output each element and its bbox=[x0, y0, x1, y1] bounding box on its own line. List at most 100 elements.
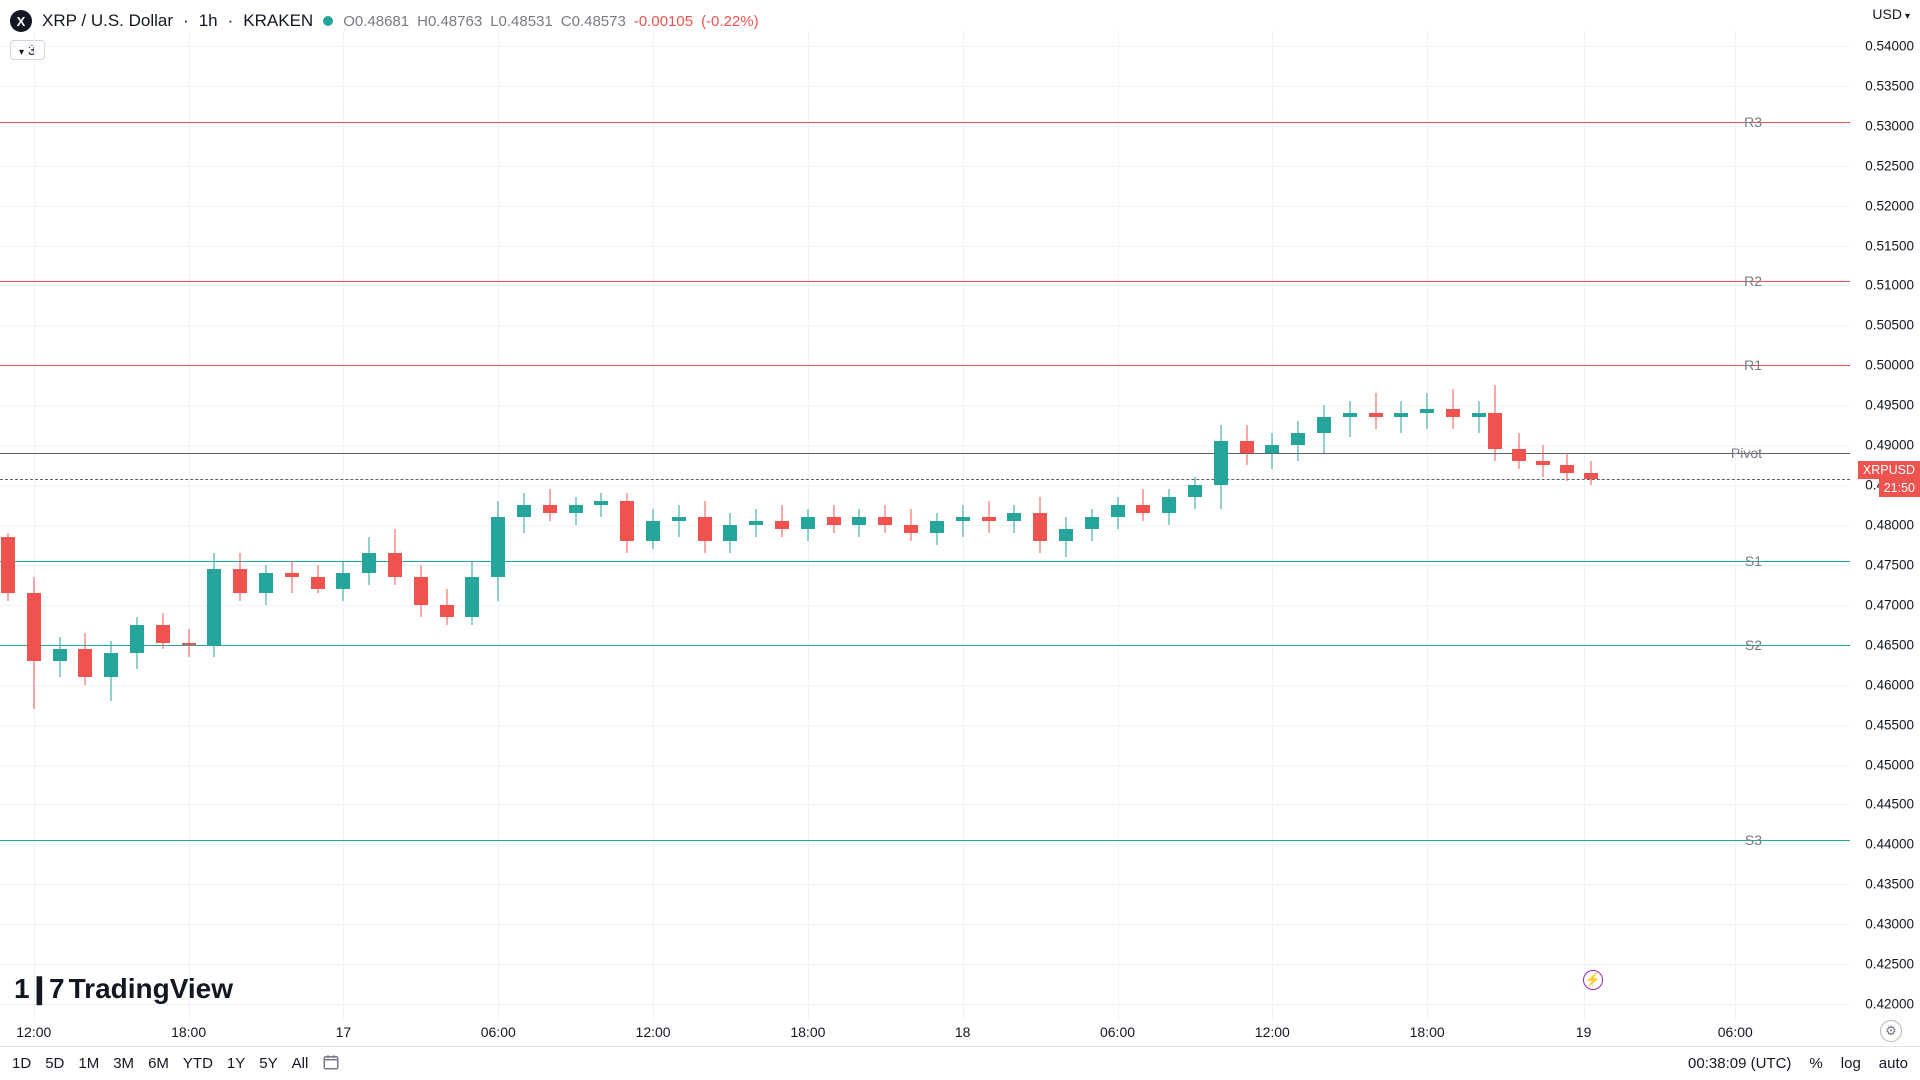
candle[interactable] bbox=[207, 30, 221, 1020]
candle[interactable] bbox=[1136, 30, 1150, 1020]
candle[interactable] bbox=[1162, 30, 1176, 1020]
candle[interactable] bbox=[749, 30, 763, 1020]
candle[interactable] bbox=[156, 30, 170, 1020]
candle[interactable] bbox=[1240, 30, 1254, 1020]
percent-scale-button[interactable]: % bbox=[1809, 1055, 1822, 1072]
candle[interactable] bbox=[259, 30, 273, 1020]
candle[interactable] bbox=[1007, 30, 1021, 1020]
range-ytd[interactable]: YTD bbox=[183, 1055, 213, 1072]
candle[interactable] bbox=[1085, 30, 1099, 1020]
candle[interactable] bbox=[698, 30, 712, 1020]
candle[interactable] bbox=[827, 30, 841, 1020]
pivot-label: Pivot bbox=[1731, 445, 1762, 461]
candle[interactable] bbox=[1265, 30, 1279, 1020]
log-scale-button[interactable]: log bbox=[1841, 1055, 1861, 1072]
range-3m[interactable]: 3M bbox=[113, 1055, 134, 1072]
range-5d[interactable]: 5D bbox=[45, 1055, 64, 1072]
range-1m[interactable]: 1M bbox=[78, 1055, 99, 1072]
x-tick-label: 18:00 bbox=[171, 1024, 206, 1040]
range-selector: 1D 5D 1M 3M 6M YTD 1Y 5Y All bbox=[12, 1055, 308, 1072]
range-5y[interactable]: 5Y bbox=[259, 1055, 277, 1072]
candle[interactable] bbox=[104, 30, 118, 1020]
candle[interactable] bbox=[233, 30, 247, 1020]
candle[interactable] bbox=[1584, 30, 1598, 1020]
candle[interactable] bbox=[1512, 30, 1526, 1020]
candle[interactable] bbox=[878, 30, 892, 1020]
interval-label[interactable]: 1h bbox=[199, 11, 218, 31]
y-tick-label: 0.51500 bbox=[1865, 238, 1920, 253]
candle[interactable] bbox=[930, 30, 944, 1020]
ohlc-readout: O0.48681 H0.48763 L0.48531 C0.48573 -0.0… bbox=[343, 13, 758, 30]
auto-scale-button[interactable]: auto bbox=[1879, 1055, 1908, 1072]
candle[interactable] bbox=[130, 30, 144, 1020]
candle[interactable] bbox=[1214, 30, 1228, 1020]
price-chart[interactable]: R3R2R1PivotS1S2S3⚡ bbox=[0, 30, 1850, 1020]
candle[interactable] bbox=[904, 30, 918, 1020]
y-tick-label: 0.51000 bbox=[1865, 278, 1920, 293]
candle[interactable] bbox=[1059, 30, 1073, 1020]
candle[interactable] bbox=[517, 30, 531, 1020]
currency-selector[interactable]: USD bbox=[1872, 6, 1910, 22]
candle[interactable] bbox=[569, 30, 583, 1020]
candle[interactable] bbox=[1446, 30, 1460, 1020]
candle[interactable] bbox=[1488, 30, 1502, 1020]
clock-readout: 00:38:09 (UTC) bbox=[1688, 1055, 1791, 1072]
countdown-flag: 21:50 bbox=[1879, 479, 1920, 497]
candle[interactable] bbox=[1188, 30, 1202, 1020]
x-tick-label: 06:00 bbox=[481, 1024, 516, 1040]
candle[interactable] bbox=[672, 30, 686, 1020]
x-axis[interactable]: 12:0018:001706:0012:0018:001806:0012:001… bbox=[0, 1020, 1850, 1045]
candle[interactable] bbox=[1, 30, 15, 1020]
range-all[interactable]: All bbox=[292, 1055, 309, 1072]
candle[interactable] bbox=[1560, 30, 1574, 1020]
candle[interactable] bbox=[27, 30, 41, 1020]
candle[interactable] bbox=[1317, 30, 1331, 1020]
candle[interactable] bbox=[388, 30, 402, 1020]
candle[interactable] bbox=[1394, 30, 1408, 1020]
currency-label: USD bbox=[1872, 6, 1902, 22]
range-1y[interactable]: 1Y bbox=[227, 1055, 245, 1072]
candle[interactable] bbox=[1343, 30, 1357, 1020]
y-tick-label: 0.45500 bbox=[1865, 717, 1920, 732]
candle[interactable] bbox=[440, 30, 454, 1020]
candle[interactable] bbox=[491, 30, 505, 1020]
dot-sep: · bbox=[183, 11, 189, 31]
candle[interactable] bbox=[1369, 30, 1383, 1020]
candle[interactable] bbox=[594, 30, 608, 1020]
candle[interactable] bbox=[414, 30, 428, 1020]
y-axis[interactable]: 0.540000.535000.530000.525000.520000.515… bbox=[1850, 30, 1920, 1020]
candle[interactable] bbox=[1536, 30, 1550, 1020]
candle[interactable] bbox=[620, 30, 634, 1020]
calendar-icon[interactable] bbox=[322, 1053, 340, 1075]
candle[interactable] bbox=[543, 30, 557, 1020]
candle[interactable] bbox=[465, 30, 479, 1020]
candle[interactable] bbox=[311, 30, 325, 1020]
candle[interactable] bbox=[1033, 30, 1047, 1020]
candle[interactable] bbox=[646, 30, 660, 1020]
candle[interactable] bbox=[982, 30, 996, 1020]
candle[interactable] bbox=[362, 30, 376, 1020]
candle[interactable] bbox=[53, 30, 67, 1020]
candle[interactable] bbox=[1111, 30, 1125, 1020]
candle[interactable] bbox=[775, 30, 789, 1020]
symbol-pair[interactable]: XRP / U.S. Dollar bbox=[42, 11, 173, 31]
exchange-label: KRAKEN bbox=[243, 11, 313, 31]
candle[interactable] bbox=[1291, 30, 1305, 1020]
candle[interactable] bbox=[956, 30, 970, 1020]
candle[interactable] bbox=[182, 30, 196, 1020]
symbol-icon: X bbox=[10, 10, 32, 32]
candle[interactable] bbox=[1472, 30, 1486, 1020]
candle[interactable] bbox=[336, 30, 350, 1020]
candle[interactable] bbox=[285, 30, 299, 1020]
candle[interactable] bbox=[801, 30, 815, 1020]
candle[interactable] bbox=[1420, 30, 1434, 1020]
candle[interactable] bbox=[723, 30, 737, 1020]
candle[interactable] bbox=[852, 30, 866, 1020]
candle[interactable] bbox=[78, 30, 92, 1020]
y-tick-label: 0.50000 bbox=[1865, 358, 1920, 373]
range-6m[interactable]: 6M bbox=[148, 1055, 169, 1072]
x-tick-label: 12:00 bbox=[636, 1024, 671, 1040]
flash-alert-icon[interactable]: ⚡ bbox=[1583, 970, 1603, 990]
range-1d[interactable]: 1D bbox=[12, 1055, 31, 1072]
axis-settings-icon[interactable]: ⚙ bbox=[1880, 1020, 1902, 1042]
